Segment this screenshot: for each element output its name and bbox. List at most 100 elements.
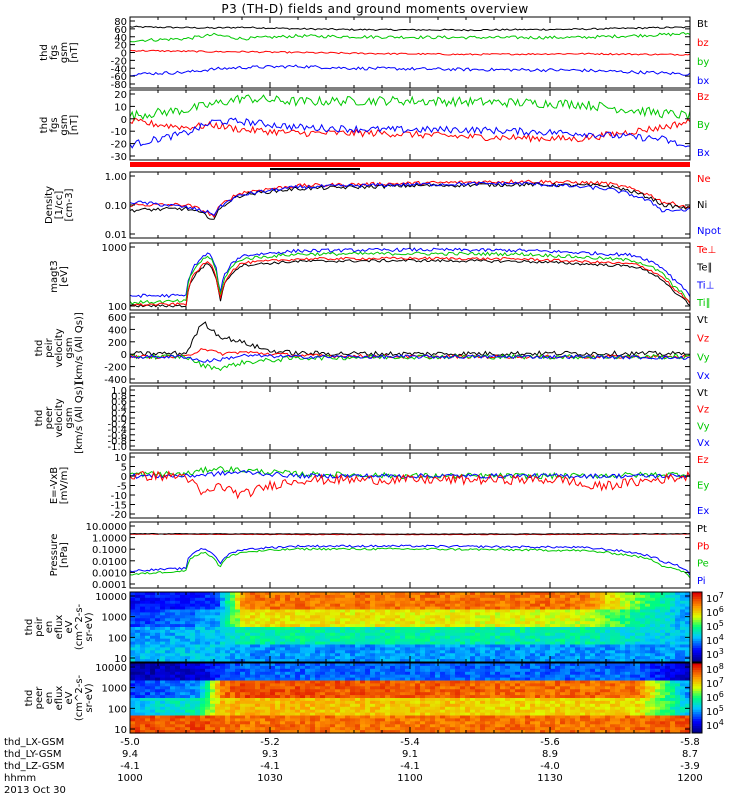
heatmap-cell: [215, 597, 221, 602]
heatmap-cell: [250, 615, 256, 619]
heatmap-cell: [640, 644, 646, 648]
heatmap-cell: [270, 597, 276, 602]
heatmap-cell: [510, 698, 516, 702]
heatmap-cell: [400, 671, 406, 676]
heatmap-cell: [670, 663, 676, 667]
heatmap-cell: [305, 695, 311, 699]
heatmap-cell: [185, 668, 191, 673]
heatmap-cell: [475, 686, 481, 690]
heatmap-cell: [680, 686, 686, 690]
heatmap-cell: [515, 592, 521, 596]
heatmap-cell: [640, 683, 646, 687]
heatmap-cell: [400, 695, 406, 699]
heatmap-cell: [235, 635, 241, 640]
heatmap-cell: [520, 674, 526, 679]
heatmap-cell: [625, 653, 631, 657]
heatmap-cell: [290, 668, 296, 673]
heatmap-cell: [630, 629, 636, 634]
heatmap-cell: [515, 695, 521, 699]
heatmap-cell: [445, 689, 451, 693]
heatmap-cell: [250, 659, 256, 663]
heatmap-cell: [255, 597, 261, 602]
heatmap-cell: [570, 600, 576, 605]
heatmap-cell: [505, 671, 511, 676]
heatmap-cell: [335, 665, 341, 670]
heatmap-cell: [565, 621, 571, 625]
heatmap-cell: [420, 647, 426, 651]
heatmap-cell: [670, 615, 676, 619]
heatmap-cell: [410, 592, 416, 596]
heatmap-cell: [595, 629, 601, 634]
heatmap-cell: [375, 686, 381, 690]
heatmap-cell: [685, 700, 691, 705]
heatmap-cell: [380, 692, 386, 696]
heatmap-cell: [405, 680, 411, 684]
heatmap-cell: [220, 644, 226, 648]
heatmap-cell: [135, 659, 141, 663]
heatmap-cell: [390, 638, 396, 643]
heatmap-cell: [205, 703, 211, 708]
heatmap-cell: [615, 689, 621, 693]
heatmap-cell: [300, 592, 306, 596]
heatmap-cell: [290, 647, 296, 651]
heatmap-cell: [540, 627, 546, 631]
heatmap-cell: [335, 703, 341, 708]
heatmap-cell: [270, 692, 276, 696]
heatmap-cell: [165, 674, 171, 679]
heatmap-cell: [530, 674, 536, 679]
heatmap-cell: [610, 606, 616, 611]
heatmap-cell: [600, 597, 606, 602]
heatmap-cell: [440, 656, 446, 660]
heatmap-cell: [395, 665, 401, 670]
heatmap-cell: [430, 606, 436, 611]
heatmap-cell: [565, 600, 571, 605]
heatmap-cell: [205, 665, 211, 670]
heatmap-cell: [685, 692, 691, 696]
heatmap-cell: [340, 592, 346, 596]
heatmap-cell: [145, 603, 151, 608]
heatmap-cell: [485, 668, 491, 673]
heatmap-cell: [380, 703, 386, 708]
heatmap-cell: [265, 603, 271, 608]
heatmap-cell: [290, 644, 296, 648]
heatmap-cell: [660, 615, 666, 619]
heatmap-cell: [175, 594, 181, 599]
heatmap-cell: [175, 647, 181, 651]
heatmap-cell: [660, 644, 666, 648]
heatmap-cell: [505, 677, 511, 682]
heatmap-cell: [465, 663, 471, 667]
heatmap-cell: [365, 627, 371, 631]
heatmap-cell: [350, 615, 356, 619]
heatmap-cell: [235, 600, 241, 605]
heatmap-cell: [295, 597, 301, 602]
heatmap-cell: [225, 692, 231, 696]
heatmap-cell: [645, 603, 651, 608]
heatmap-cell: [500, 603, 506, 608]
heatmap-cell: [145, 683, 151, 687]
heatmap-cell: [650, 603, 656, 608]
heatmap-cell: [585, 594, 591, 599]
heatmap-cell: [415, 671, 421, 676]
heatmap-cell: [205, 668, 211, 673]
heatmap-cell: [570, 609, 576, 613]
heatmap-cell: [555, 680, 561, 684]
heatmap-cell: [380, 700, 386, 705]
heatmap-cell: [575, 668, 581, 673]
heatmap-cell: [390, 641, 396, 646]
heatmap-cell: [175, 656, 181, 660]
heatmap-cell: [165, 686, 171, 690]
heatmap-cell: [535, 653, 541, 657]
heatmap-cell: [665, 698, 671, 702]
heatmap-cell: [415, 665, 421, 670]
heatmap-cell: [500, 680, 506, 684]
heatmap-cell: [450, 656, 456, 660]
heatmap-cell: [470, 597, 476, 602]
heatmap-cell: [370, 671, 376, 676]
heatmap-cell: [525, 600, 531, 605]
heatmap-cell: [295, 635, 301, 640]
heatmap-cell: [245, 644, 251, 648]
heatmap-cell: [655, 659, 661, 663]
heatmap-cell: [555, 663, 561, 667]
heatmap-cell: [415, 668, 421, 673]
heatmap-cell: [545, 659, 551, 663]
